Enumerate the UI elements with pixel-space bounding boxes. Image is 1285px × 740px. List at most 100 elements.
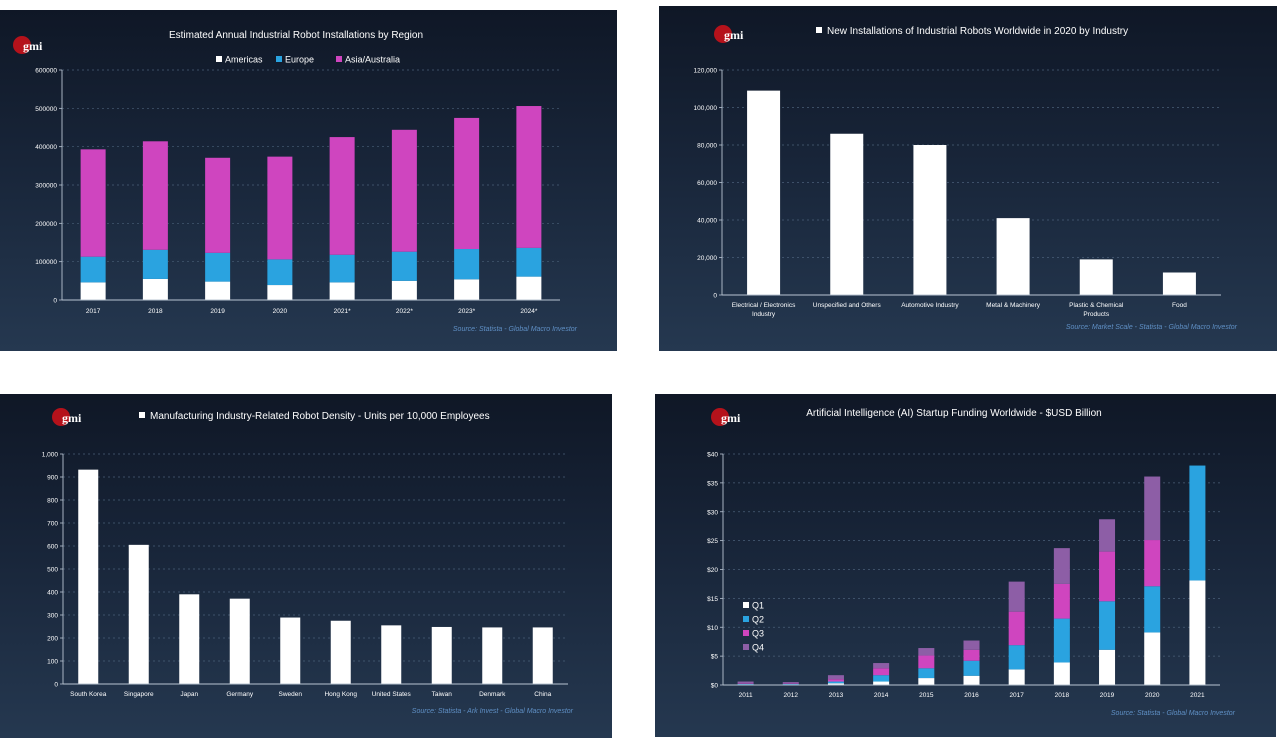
legend-label-asia-australia: Asia/Australia: [345, 55, 400, 65]
legend-swatch-europe: [276, 56, 282, 62]
chart-source: Source: Market Scale - Statista - Global…: [1066, 324, 1238, 331]
gmi-logo: gmi: [714, 25, 744, 43]
bar-americas-2022: [391, 280, 417, 300]
bar-q3-2012: [782, 683, 799, 684]
chart-gridlines: [722, 69, 1221, 258]
bar-sweden: [280, 617, 301, 684]
bar-plastic-chemical: [1079, 259, 1113, 295]
y-tick-label: 1,000: [42, 452, 59, 459]
bar-americas-2024: [516, 276, 542, 300]
x-tick-label: 2017: [1009, 692, 1024, 699]
x-tick-label: Hong Kong: [324, 691, 357, 698]
logo-text: gmi: [721, 411, 741, 425]
legend-swatch-q3: [743, 630, 749, 636]
y-tick-label: $15: [707, 596, 718, 603]
x-tick-label: Singapore: [124, 691, 154, 698]
y-tick-label: $35: [707, 480, 718, 487]
bar-q4-2019: [1099, 519, 1116, 552]
bar-electrical-electronics: [747, 90, 781, 295]
legend-swatch-asia-australia: [336, 56, 342, 62]
x-tick-label: Industry: [752, 311, 776, 318]
y-tick-label: 600: [47, 544, 58, 551]
bar-q3-2018: [1053, 583, 1070, 619]
bar-q1-2018: [1053, 662, 1070, 685]
chart-panel-robot-density: gmi Manufacturing Industry-Related Robot…: [0, 394, 612, 738]
y-tick-label: 20,000: [697, 255, 717, 262]
logo-sphere-icon: [711, 408, 729, 426]
bar-japan: [179, 594, 200, 684]
y-tick-label: 200000: [35, 221, 57, 228]
chart-svg-3: gmi Manufacturing Industry-Related Robot…: [42, 408, 574, 715]
bar-q2-2017: [1008, 645, 1025, 670]
chart-legend: Q1 Q2 Q3 Q4: [743, 601, 764, 653]
bar-hong-kong: [330, 620, 351, 684]
x-tick-label: 2018: [1055, 692, 1070, 699]
bar-q4-2017: [1008, 581, 1025, 612]
y-tick-label: $20: [707, 567, 718, 574]
y-tick-label: $25: [707, 538, 718, 545]
y-tick-label: 300: [47, 613, 58, 620]
bar-q4-2018: [1053, 548, 1070, 584]
bar-q1-2019: [1099, 649, 1116, 685]
bar-q3-2015: [918, 655, 935, 669]
chart-source: Source: Statista - Global Macro Investor: [453, 326, 578, 333]
chart-bars: [737, 465, 1206, 685]
y-tick-label: 400000: [35, 144, 57, 151]
bar-q4-2020: [1144, 476, 1161, 541]
bar-europe-2021: [329, 254, 355, 283]
x-tick-label: Products: [1083, 311, 1109, 318]
y-tick-label: 700: [47, 521, 58, 528]
legend-swatch-q1: [743, 602, 749, 608]
bar-q3-2020: [1144, 540, 1161, 587]
x-tick-label: Food: [1172, 302, 1187, 309]
chart-panel-installations-by-industry: gmi New Installations of Industrial Robo…: [659, 6, 1277, 351]
bar-q1-2021: [1189, 580, 1206, 685]
bar-asia-australia-2023: [454, 117, 480, 250]
bar-q3-2019: [1099, 551, 1116, 602]
bar-americas-2020: [267, 285, 293, 300]
y-tick-label: 200: [47, 636, 58, 643]
y-tick-label: 80,000: [697, 143, 717, 150]
chart-gridlines: [62, 69, 560, 263]
bar-q3-2016: [963, 649, 980, 661]
x-tick-label: 2019: [210, 308, 225, 315]
bar-q1-2014: [873, 681, 890, 685]
bar-china: [532, 627, 553, 684]
logo-text: gmi: [23, 39, 43, 53]
chart-title: Estimated Annual Industrial Robot Instal…: [169, 30, 423, 41]
chart-panel-ai-startup-funding: gmi Artificial Intelligence (AI) Startup…: [655, 394, 1276, 737]
y-tick-label: 600000: [35, 68, 57, 75]
y-tick-label: $5: [711, 654, 719, 661]
x-tick-label: 2020: [273, 308, 288, 315]
y-tick-label: 800: [47, 498, 58, 505]
bar-europe-2023: [454, 249, 480, 280]
bar-asia-australia-2017: [80, 149, 106, 257]
legend-swatch-americas: [216, 56, 222, 62]
legend-label-americas: Americas: [225, 55, 263, 65]
chart-svg-1: gmi Estimated Annual Industrial Robot In…: [13, 30, 578, 333]
y-tick-label: 900: [47, 475, 58, 482]
x-tick-label: 2011: [739, 692, 753, 699]
bar-europe-2019: [205, 252, 231, 282]
bar-united-states: [381, 625, 402, 684]
logo-sphere-icon: [52, 408, 70, 426]
x-tick-label: United States: [372, 691, 412, 698]
bar-q1-2017: [1008, 669, 1025, 685]
y-tick-label: 500: [47, 567, 58, 574]
bar-americas-2017: [80, 282, 106, 300]
bar-europe-2022: [391, 251, 417, 281]
y-tick-label: 0: [713, 293, 717, 300]
legend-label-europe: Europe: [285, 55, 314, 65]
chart-source: Source: Statista - Global Macro Investor: [1111, 710, 1236, 717]
bar-americas-2019: [205, 281, 231, 300]
x-tick-label: Unspecified and Others: [813, 302, 882, 309]
bar-europe-2020: [267, 259, 293, 286]
legend-swatch-q4: [743, 644, 749, 650]
y-tick-label: 0: [54, 682, 58, 689]
bar-americas-2021: [329, 282, 355, 300]
chart-bars: [78, 469, 553, 684]
bar-q4-2014: [873, 663, 890, 669]
x-tick-label: 2020: [1145, 692, 1160, 699]
chart-panel-robot-installations-by-region: gmi Estimated Annual Industrial Robot In…: [0, 10, 617, 351]
title-legend-swatch: [816, 27, 822, 33]
